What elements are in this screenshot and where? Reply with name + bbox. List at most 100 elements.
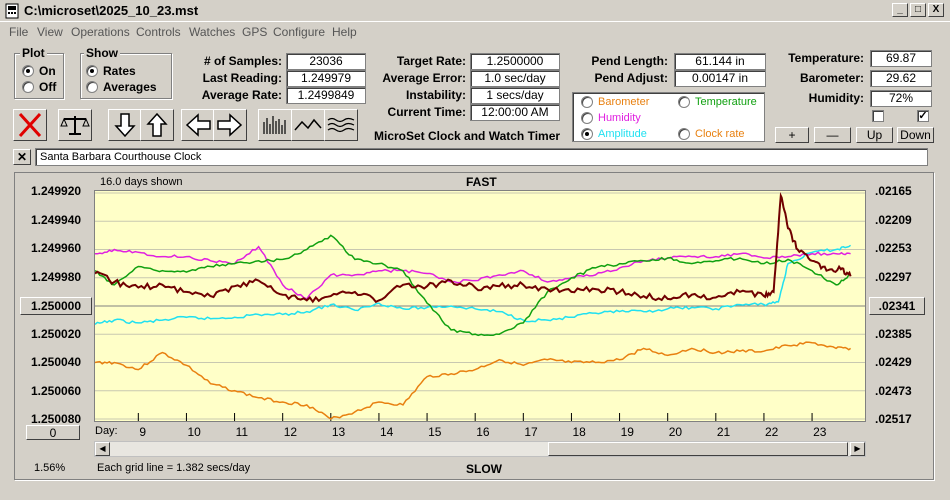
up-button[interactable]: Up xyxy=(856,127,893,143)
right-tick-label: .02209 xyxy=(875,212,912,227)
plot-on-label: On xyxy=(39,64,56,78)
day-tick-label: 17 xyxy=(524,425,538,439)
amplitude-option-label: Amplitude xyxy=(598,128,647,140)
arrow-up-icon xyxy=(146,112,168,137)
clockrate-radio[interactable] xyxy=(678,128,690,140)
arrow-right-icon xyxy=(217,113,243,137)
left-tick-label: 1.250040 xyxy=(31,355,82,369)
scroll-left-icon[interactable]: ◀ xyxy=(95,442,110,456)
down-arrow-button[interactable] xyxy=(108,109,142,141)
menu-gps[interactable]: GPS xyxy=(242,25,268,39)
plot-group-label: Plot xyxy=(20,46,47,60)
pend-adjust-field[interactable]: 0.00147 in xyxy=(674,70,766,87)
average-rate-field: 1.2499849 xyxy=(286,87,366,104)
right-arrow-button[interactable] xyxy=(213,109,247,141)
amplitude-radio[interactable] xyxy=(581,128,593,140)
option-checkbox-1[interactable] xyxy=(872,110,884,122)
clock-name-field[interactable]: Santa Barbara Courthouse Clock xyxy=(35,148,928,166)
scale-icon xyxy=(60,116,90,135)
arrow-down-icon xyxy=(114,113,136,138)
pend-length-field[interactable]: 61.144 in xyxy=(674,53,766,70)
temperature-radio[interactable] xyxy=(678,96,690,108)
show-rates-radio[interactable] xyxy=(86,65,98,77)
plus-button[interactable]: + xyxy=(775,127,809,143)
series-select-box xyxy=(572,92,765,142)
current-time-label: Current Time: xyxy=(387,105,466,119)
average-rate-label: Average Rate: xyxy=(201,88,282,102)
day-tick-label: 14 xyxy=(379,425,394,439)
target-rate-field[interactable]: 1.2500000 xyxy=(470,53,560,70)
plot-on-radio[interactable] xyxy=(22,65,34,77)
series-line-amplitude xyxy=(95,244,852,325)
day-tick-label: 19 xyxy=(620,425,634,439)
minus-button[interactable]: — xyxy=(814,127,851,143)
menu-configure[interactable]: Configure xyxy=(273,25,326,39)
right-tick-label: .02429 xyxy=(875,355,912,369)
left-tick-label: 1.250020 xyxy=(31,326,82,341)
wave-button[interactable] xyxy=(291,109,325,141)
app-icon xyxy=(5,3,19,19)
humidity-radio[interactable] xyxy=(581,112,593,124)
humidity-label: Humidity: xyxy=(808,91,864,105)
zero-button[interactable]: 0 xyxy=(26,425,80,440)
right-tick-label[interactable]: .02341 xyxy=(869,297,925,315)
close-button[interactable]: X xyxy=(928,3,944,17)
chart-svg xyxy=(95,192,865,421)
plot-area xyxy=(94,190,866,422)
left-tick-label: 1.249920 xyxy=(31,184,82,198)
multi-wave-button[interactable] xyxy=(324,109,358,141)
show-averages-radio[interactable] xyxy=(86,81,98,93)
minimize-button[interactable]: _ xyxy=(892,3,908,17)
day-tick-label: 9 xyxy=(139,425,146,439)
series-line-temperature xyxy=(95,234,851,337)
barometer-option-label: Barometer xyxy=(598,96,650,108)
menu-view[interactable]: View xyxy=(37,25,63,39)
left-tick-label: 1.250080 xyxy=(31,412,82,426)
day-tick-label: 13 xyxy=(331,425,346,439)
day-tick-label: 11 xyxy=(235,425,249,439)
average-error-field: 1.0 sec/day xyxy=(470,70,560,87)
menu-bar: File View Operations Controls Watches GP… xyxy=(0,22,950,42)
menu-operations[interactable]: Operations xyxy=(71,25,130,39)
menu-help[interactable]: Help xyxy=(332,25,357,39)
menu-controls[interactable]: Controls xyxy=(136,25,181,39)
bar-graph-icon xyxy=(263,116,286,134)
balance-button[interactable] xyxy=(58,109,92,141)
series-line-clock-rate xyxy=(95,192,852,304)
chart-frame xyxy=(14,172,934,480)
down-button[interactable]: Down xyxy=(897,127,934,143)
grid-note: Each grid line = 1.382 secs/day xyxy=(97,462,251,474)
stop-button[interactable] xyxy=(13,109,47,141)
slow-label: SLOW xyxy=(466,462,502,476)
maximize-button[interactable]: □ xyxy=(910,3,926,17)
menu-file[interactable]: File xyxy=(9,25,29,39)
show-rates-label: Rates xyxy=(103,64,136,78)
scroll-right-icon[interactable]: ▶ xyxy=(850,442,865,456)
instability-field: 1 secs/day xyxy=(470,87,560,104)
humidity-option-label: Humidity xyxy=(598,112,641,124)
barometer-radio[interactable] xyxy=(581,96,593,108)
clear-clock-button[interactable]: ✕ xyxy=(13,149,31,165)
plot-off-radio[interactable] xyxy=(22,81,34,93)
left-tick-label[interactable]: 1.250000 xyxy=(20,297,92,315)
left-arrow-button[interactable] xyxy=(181,109,215,141)
option-checkbox-2[interactable]: ✓ xyxy=(917,110,929,122)
day-tick-label: 23 xyxy=(813,425,827,439)
horizontal-scrollbar[interactable]: ◀ ▶ xyxy=(94,441,866,457)
day-tick-label: 21 xyxy=(716,425,731,439)
scroll-thumb[interactable] xyxy=(548,442,848,456)
menu-watches[interactable]: Watches xyxy=(189,25,236,39)
left-tick-label: 1.249980 xyxy=(31,269,82,284)
wave-icon xyxy=(294,118,322,131)
up-arrow-button[interactable] xyxy=(140,109,174,141)
fast-label: FAST xyxy=(466,175,497,189)
show-group xyxy=(80,53,172,99)
temperature-label: Temperature: xyxy=(788,51,864,65)
right-tick-label: .02385 xyxy=(875,326,912,341)
barometer-field: 29.62 xyxy=(870,70,932,87)
last-reading-label: Last Reading: xyxy=(202,71,282,85)
humidity-field: 72% xyxy=(870,90,932,107)
histogram-button[interactable] xyxy=(258,109,292,141)
left-tick-label: 1.249940 xyxy=(31,212,82,227)
right-tick-label: .02517 xyxy=(875,412,912,426)
